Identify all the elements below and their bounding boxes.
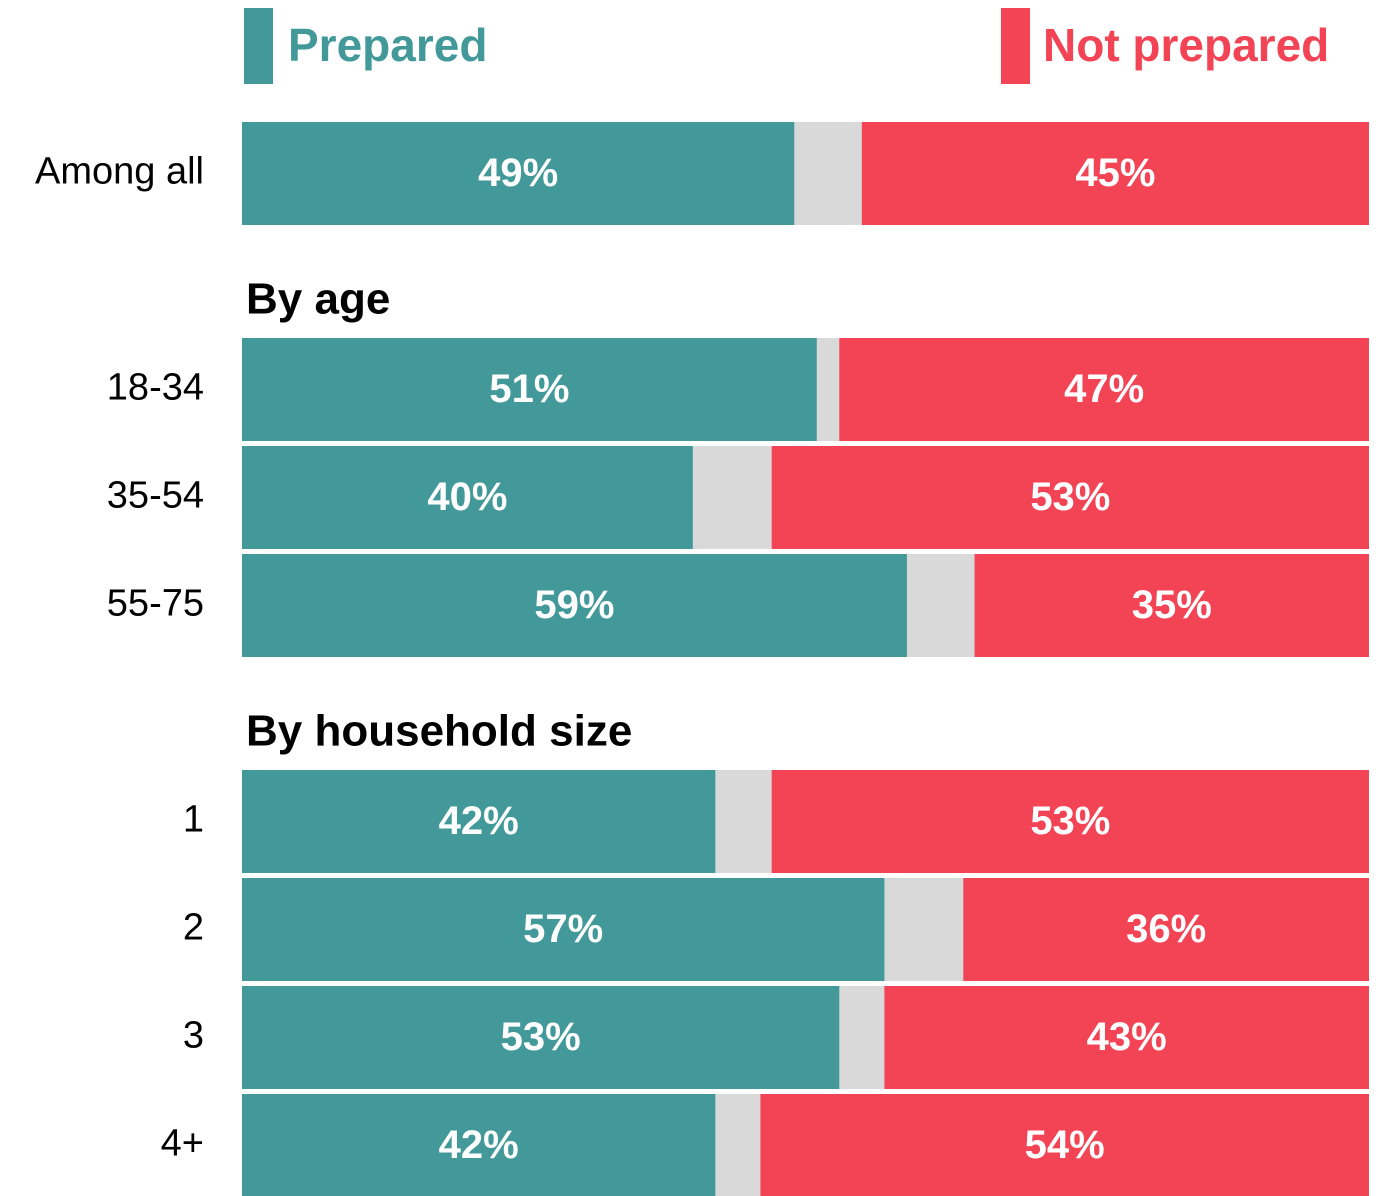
bar-segment xyxy=(974,554,1369,657)
category-label: 55-75 xyxy=(107,583,204,625)
value-label: 45% xyxy=(1075,151,1155,195)
category-label: Among all xyxy=(35,151,204,193)
bar-segment xyxy=(242,986,840,1089)
legend-swatch xyxy=(244,8,273,84)
bar-segment xyxy=(771,770,1369,873)
value-label: 59% xyxy=(534,583,614,627)
category-label: 18-34 xyxy=(107,367,204,409)
value-label: 42% xyxy=(439,1123,519,1167)
bar-segment xyxy=(242,446,693,549)
bar-segment xyxy=(963,878,1369,981)
category-label: 3 xyxy=(183,1015,204,1057)
value-label: 57% xyxy=(523,907,603,951)
bar-segment xyxy=(861,122,1369,225)
bar-segment xyxy=(242,554,907,657)
value-label: 53% xyxy=(501,1015,581,1059)
legend-label: Not prepared xyxy=(1043,19,1329,71)
group-title: By age xyxy=(246,275,390,324)
category-label: 35-54 xyxy=(107,475,204,517)
value-label: 42% xyxy=(439,799,519,843)
bar-segment xyxy=(760,1094,1369,1196)
group-title: By household size xyxy=(246,707,632,756)
bar-segment xyxy=(771,446,1369,549)
bar-segment xyxy=(242,122,795,225)
bar-segment xyxy=(242,770,716,873)
value-label: 40% xyxy=(427,475,507,519)
value-label: 43% xyxy=(1087,1015,1167,1059)
bar-segment xyxy=(884,986,1369,1089)
value-label: 49% xyxy=(478,151,558,195)
value-label: 54% xyxy=(1025,1123,1105,1167)
category-label: 4+ xyxy=(161,1123,204,1165)
bar-segment xyxy=(242,1094,716,1196)
bar-segment xyxy=(839,338,1369,441)
value-label: 36% xyxy=(1126,907,1206,951)
legend-swatch xyxy=(1001,8,1030,84)
value-label: 53% xyxy=(1030,475,1110,519)
legend-label: Prepared xyxy=(288,19,487,71)
value-label: 35% xyxy=(1132,583,1212,627)
category-label: 1 xyxy=(183,799,204,841)
bar-segment xyxy=(242,878,885,981)
value-label: 53% xyxy=(1030,799,1110,843)
category-label: 2 xyxy=(183,907,204,949)
value-label: 47% xyxy=(1064,367,1144,411)
bar-segment xyxy=(242,338,817,441)
value-label: 51% xyxy=(489,367,569,411)
